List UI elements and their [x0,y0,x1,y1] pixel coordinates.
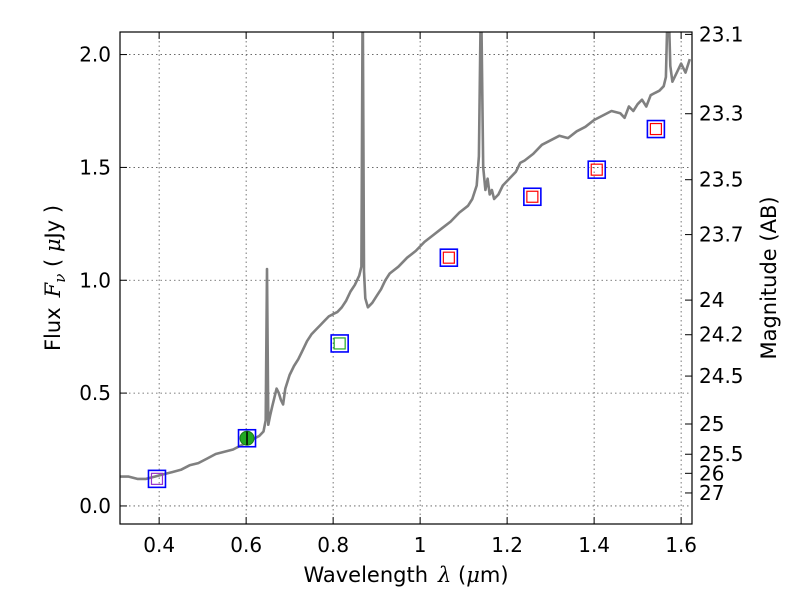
x-axis-title: Wavelength λ (μm) [303,563,508,587]
magnitude-tick-label: 25.5 [699,442,744,466]
magnitude-tick-label: 23.3 [699,102,744,126]
y-tick-label: 2.0 [79,43,111,67]
x-tick-label: 0.8 [317,533,349,557]
photometry-point-blue [587,160,607,179]
magnitude-tick-label: 24 [699,288,724,312]
y-tick-label: 0.5 [79,381,111,405]
magnitude-tick-label: 25 [699,412,724,436]
spectrum-line [120,32,692,481]
y-tick-label: 1.5 [79,155,111,179]
grid [120,32,692,524]
magnitude-axis-title: Magnitude (AB) [757,196,781,359]
photometry-point-blue [147,469,167,489]
x-tick-label: 1.4 [578,533,610,557]
y-axis-title: FluxFν ( μJy ) [41,205,69,351]
y-tick-label: 1.0 [79,268,111,292]
magnitude-tick-label: 26 [699,461,724,485]
photometry-point-red [590,163,603,176]
photometry-point-red [526,190,539,203]
photometry-point-red [649,122,662,136]
x-tick-label: 1 [414,533,427,557]
x-tick-label: 0.4 [143,533,175,557]
magnitude-tick-label: 27 [699,481,724,505]
magnitude-tick-label: 24.5 [699,364,744,388]
magnitude-tick-label: 23.5 [699,168,744,192]
photometry-point-blue [523,187,542,207]
x-tick-label: 1.2 [491,533,523,557]
x-tick-label: 1.6 [665,533,697,557]
axis-ticks: 0.4 0.6 0.8 1 1.2 1.4 1.6 0.0 0.5 1.0 1.5 2.0 23.1 23… [79,22,743,557]
plot-frame [119,31,693,525]
photometry-point-green [333,337,346,350]
magnitude-tick-label: 24.2 [699,323,744,347]
photometry-point-blue [646,119,666,139]
magnitude-tick-label: 23.7 [699,223,744,247]
y-tick-label: 0.0 [79,494,111,518]
photometry-point-purple [150,472,164,485]
magnitude-tick-label: 23.1 [699,22,744,46]
spectrum-series [120,32,692,481]
photometry-point-blue [439,248,459,267]
photometry-point-blue [330,334,349,353]
x-tick-label: 0.6 [230,533,262,557]
photometry-point-red [442,251,455,264]
photometry-points [147,119,666,489]
photometry-point-blue [237,428,257,448]
